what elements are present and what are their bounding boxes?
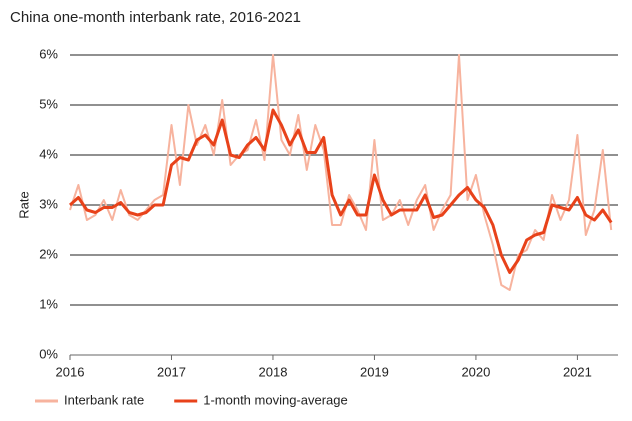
- y-tick-label: 2%: [39, 246, 58, 261]
- y-tick-label: 5%: [39, 96, 58, 111]
- y-tick-label: 4%: [39, 146, 58, 161]
- y-tick-label: 0%: [39, 346, 58, 361]
- legend-label: 1-month moving-average: [203, 392, 348, 407]
- y-tick-label: 3%: [39, 196, 58, 211]
- legend-label: Interbank rate: [64, 392, 144, 407]
- series-line: [69, 108, 613, 274]
- x-tick-label: 2020: [461, 364, 490, 379]
- x-tick-label: 2018: [259, 364, 288, 379]
- y-tick-label: 6%: [39, 46, 58, 61]
- chart-title: China one-month interbank rate, 2016-202…: [10, 9, 301, 26]
- x-tick-label: 2019: [360, 364, 389, 379]
- y-tick-label: 1%: [39, 296, 58, 311]
- x-tick-label: 2016: [56, 364, 85, 379]
- x-tick-label: 2017: [157, 364, 186, 379]
- y-axis-label: Rate: [16, 191, 31, 218]
- x-tick-label: 2021: [563, 364, 592, 379]
